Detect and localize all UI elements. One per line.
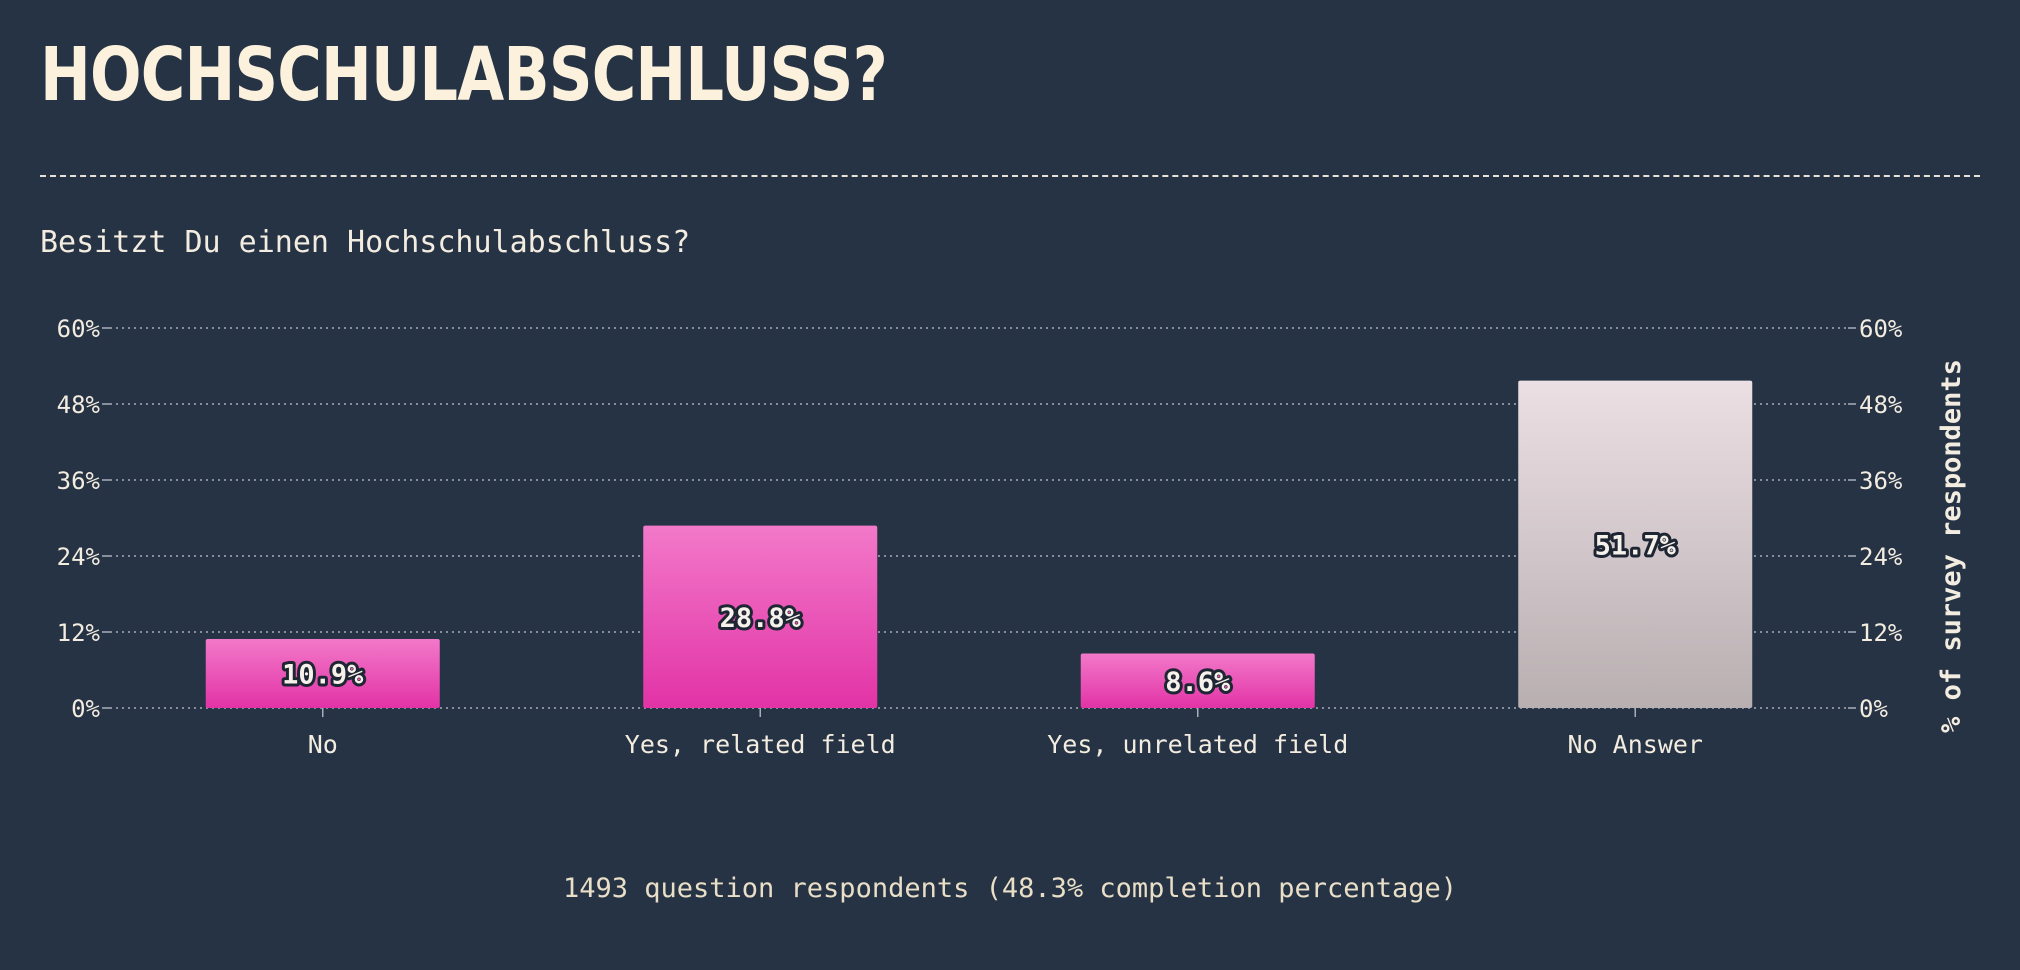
x-tick-label: Yes, unrelated field bbox=[1047, 730, 1348, 759]
y-axis-left: 0% 12% 24% 36% 48% 60% bbox=[57, 315, 101, 723]
bar-value-label: 51.7% bbox=[1595, 530, 1677, 561]
y-axis-right: 0% 12% 24% 36% 48% 60% bbox=[1859, 315, 1903, 723]
bar-value-label: 8.6% bbox=[1165, 667, 1231, 698]
bar bbox=[1080, 653, 1315, 708]
y-tick-label-right: 0% bbox=[1859, 695, 1888, 723]
y-tick-label-left: 60% bbox=[57, 315, 101, 343]
bar bbox=[205, 638, 440, 708]
y-tick-label-left: 0% bbox=[71, 695, 100, 723]
bar-value-label: 10.9% bbox=[282, 659, 364, 690]
bar bbox=[643, 525, 878, 708]
y-tick-label-right: 36% bbox=[1859, 467, 1903, 495]
y-axis-title: % of survey respondents bbox=[1936, 359, 1967, 733]
y-tick-label-right: 12% bbox=[1859, 619, 1903, 647]
y-tick-label-right: 60% bbox=[1859, 315, 1903, 343]
y-tick-label-left: 24% bbox=[57, 543, 101, 571]
x-axis: No Yes, related field Yes, unrelated field… bbox=[308, 708, 1703, 759]
respondents-note: 1493 question respondents (48.3% complet… bbox=[562, 873, 1458, 904]
chart-question: Besitzt Du einen Hochschulabschluss? bbox=[40, 225, 691, 260]
x-tick-label: Yes, related field bbox=[625, 730, 896, 759]
bar-value-label: 28.8% bbox=[720, 603, 802, 634]
bar bbox=[1518, 380, 1753, 708]
bars: 10.9% 28.8% 8.6% 51.7% bbox=[205, 380, 1753, 708]
x-tick-label: No Answer bbox=[1568, 730, 1703, 759]
y-tick-label-right: 24% bbox=[1859, 543, 1903, 571]
y-tick-label-right: 48% bbox=[1859, 391, 1903, 419]
y-tick-label-left: 12% bbox=[57, 619, 101, 647]
y-tick-label-left: 48% bbox=[57, 391, 101, 419]
y-tick-label-left: 36% bbox=[57, 467, 101, 495]
title-divider bbox=[40, 175, 1980, 177]
x-tick-label: No bbox=[308, 730, 338, 759]
page-title: HOCHSCHULABSCHLUSS? bbox=[40, 32, 888, 118]
